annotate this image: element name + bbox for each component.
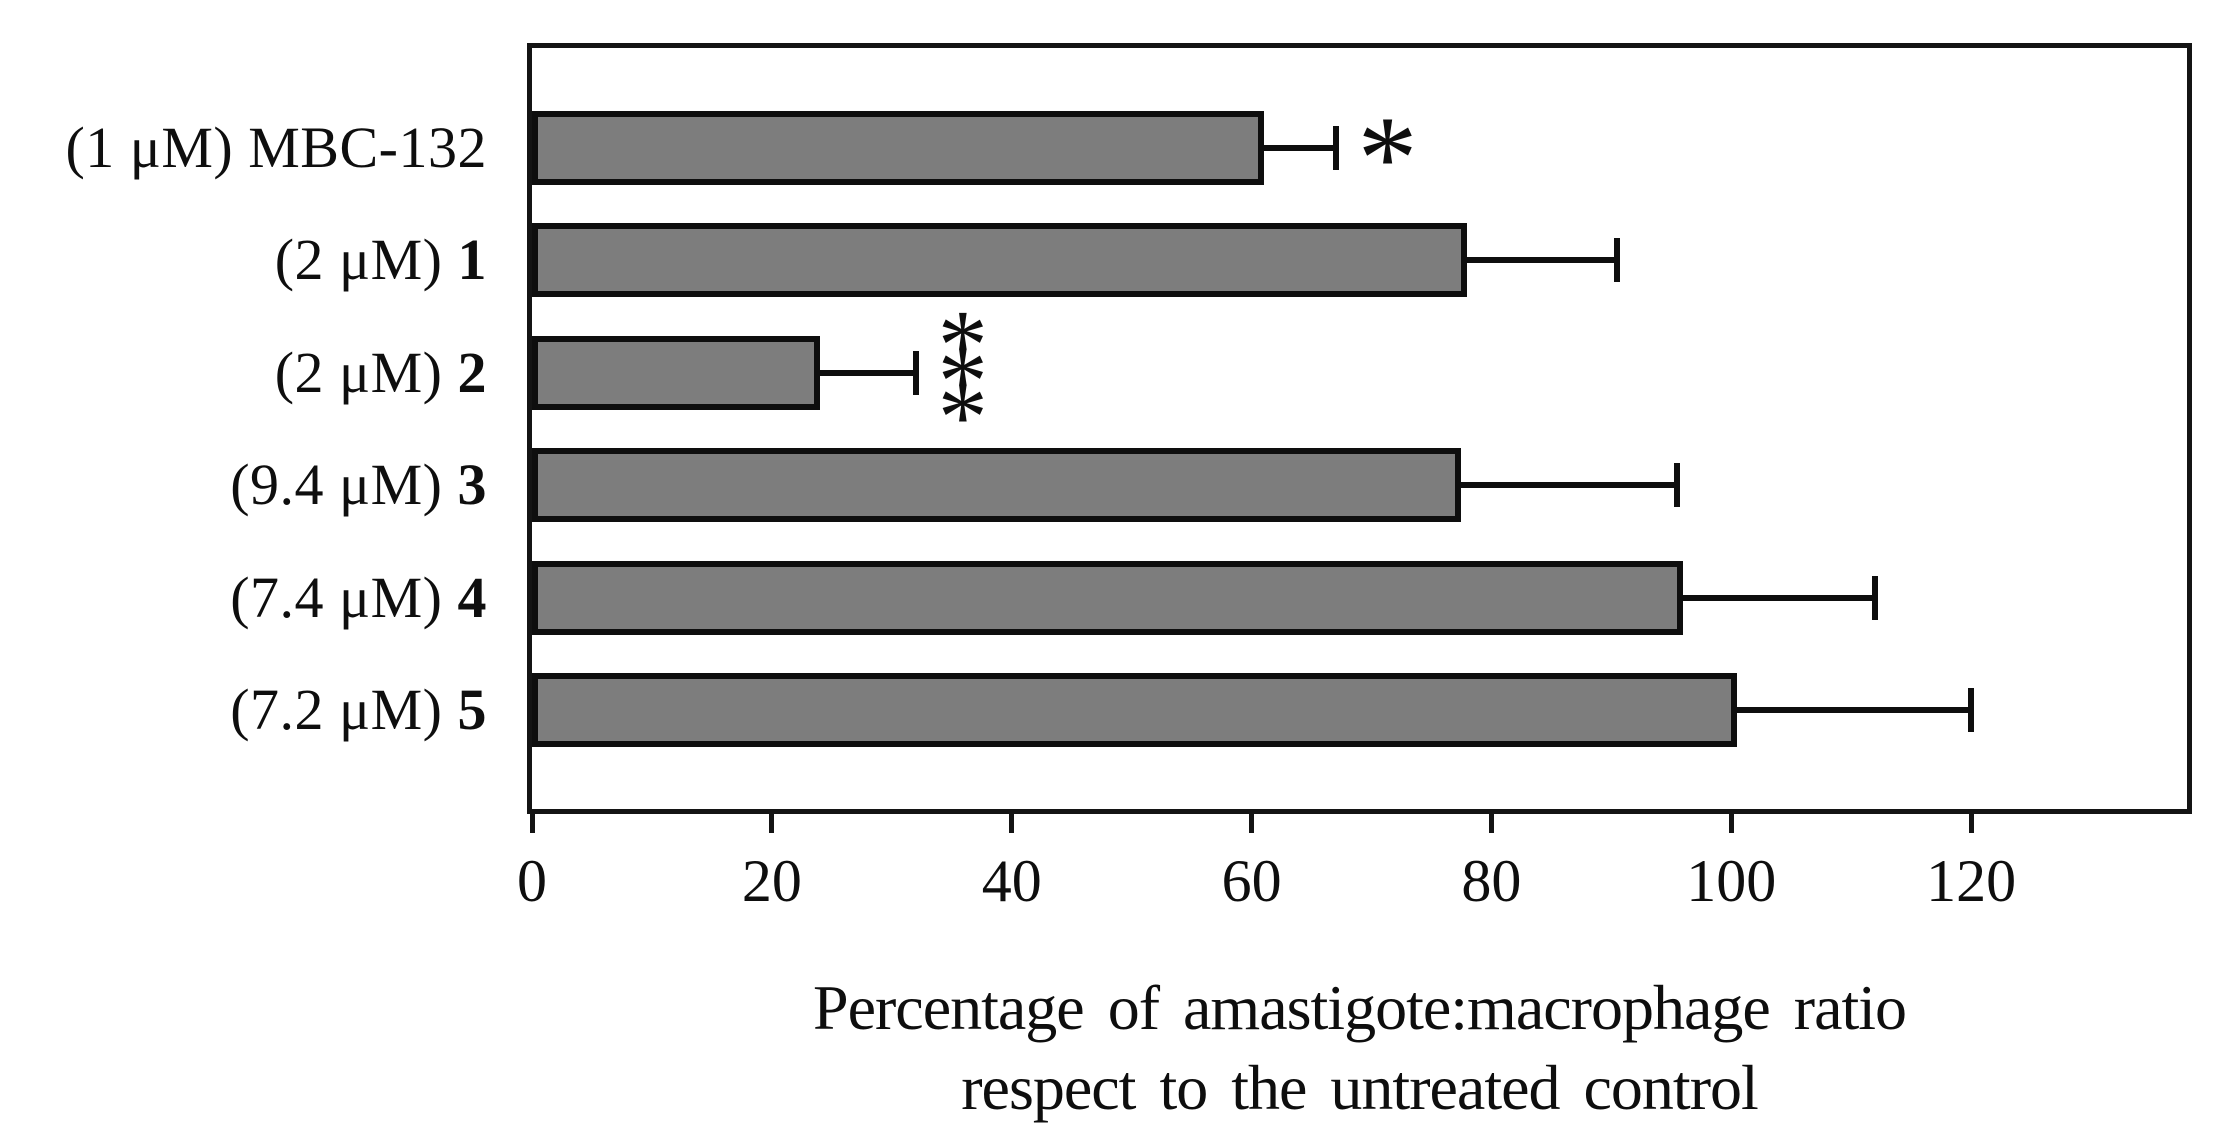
error-bar-cap <box>1968 688 1975 732</box>
category-label: (9.4 μM) 3 <box>20 448 487 522</box>
error-bar-whisker <box>1465 257 1618 264</box>
significance-marker: * <box>937 288 988 400</box>
error-bar-whisker <box>817 369 916 376</box>
x-axis-tick-label: 60 <box>1221 848 1282 914</box>
error-bar-cap <box>1674 463 1681 508</box>
category-label-concentration: (7.2 μM) <box>230 677 458 742</box>
x-axis-tick <box>1249 812 1255 833</box>
error-bar-cap <box>1872 575 1879 620</box>
x-axis-title-line1: Percentage of amastigote:macrophage rati… <box>812 972 1907 1043</box>
x-axis-tick-label: 0 <box>517 848 547 914</box>
error-bar-whisker <box>1261 145 1336 151</box>
x-axis-tick <box>769 812 775 833</box>
category-label-concentration: (2 μM) <box>274 227 458 293</box>
bar <box>532 223 1468 298</box>
x-axis-tick-label: 120 <box>1926 848 2017 914</box>
x-axis-tick-label: 100 <box>1686 848 1777 914</box>
x-axis-tick-label: 20 <box>741 848 802 914</box>
category-label: (1 μM) MBC-132 <box>20 111 487 185</box>
x-axis-tick-label: 80 <box>1461 848 1522 914</box>
x-axis-tick <box>1488 812 1494 833</box>
category-label-concentration: (2 μM) <box>274 339 458 405</box>
category-label-concentration: (1 μM) <box>65 115 249 180</box>
category-label-compound: MBC-132 <box>248 115 487 180</box>
error-bar-cap <box>1332 126 1339 170</box>
category-label: (2 μM) 1 <box>20 223 487 297</box>
category-label-compound: 1 <box>457 227 487 293</box>
bar <box>532 335 820 410</box>
x-axis-title: Percentage of amastigote:macrophage rati… <box>527 968 2192 1128</box>
category-label-concentration: (7.4 μM) <box>230 564 458 630</box>
x-axis-tick <box>1968 812 1974 833</box>
bar <box>532 673 1738 747</box>
x-axis-tick <box>529 812 535 833</box>
error-bar-whisker <box>1735 707 1972 713</box>
x-axis-title-line2: respect to the untreated control <box>961 1052 1759 1123</box>
category-label: (7.4 μM) 4 <box>20 561 487 635</box>
bar <box>532 560 1684 635</box>
significance-marker: * <box>1357 91 1418 224</box>
category-label-concentration: (9.4 μM) <box>230 452 458 518</box>
category-label-compound: 2 <box>457 339 487 405</box>
bar <box>532 448 1462 523</box>
category-label-compound: 3 <box>457 452 487 518</box>
error-bar-cap <box>1614 238 1621 283</box>
category-label: (2 μM) 2 <box>20 336 487 410</box>
significance-marker: * <box>937 324 988 436</box>
x-axis-tick <box>1728 812 1734 833</box>
error-bar-whisker <box>1681 594 1876 601</box>
bar <box>532 111 1264 185</box>
error-bar-cap <box>912 350 919 395</box>
x-axis-tick-label: 40 <box>981 848 1042 914</box>
x-axis-tick <box>1009 812 1015 833</box>
category-label-compound: 4 <box>457 564 487 630</box>
error-bar-whisker <box>1459 482 1678 489</box>
category-label: (7.2 μM) 5 <box>20 673 487 747</box>
category-label-compound: 5 <box>457 677 487 742</box>
